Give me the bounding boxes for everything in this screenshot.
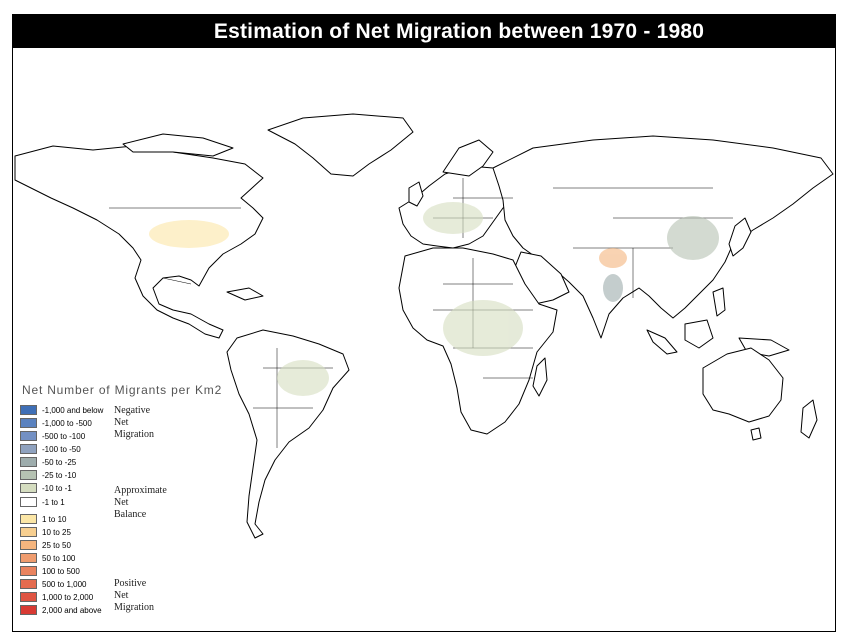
- legend-label: 2,000 and above: [42, 605, 102, 615]
- legend-item: 1 to 10: [20, 513, 66, 525]
- map-title: Estimation of Net Migration between 1970…: [213, 19, 705, 43]
- legend-label: -1,000 and below: [42, 405, 104, 415]
- legend-label: 100 to 500: [42, 566, 80, 576]
- legend-label: 1,000 to 2,000: [42, 592, 94, 602]
- legend-label: 1 to 10: [42, 514, 67, 524]
- legend-swatch: [20, 566, 37, 576]
- legend-swatch: [20, 527, 37, 537]
- world-map: [14, 113, 834, 539]
- legend-label: -10 to -1: [42, 483, 72, 493]
- legend-title: Net Number of Migrants per Km2: [22, 383, 223, 397]
- legend-label: -50 to -25: [42, 457, 77, 467]
- legend-swatch: [20, 405, 37, 415]
- new-zealand: [800, 399, 818, 439]
- legend-swatch: [20, 592, 37, 602]
- legend-swatch: [20, 457, 37, 467]
- group-line: Balance: [114, 509, 147, 520]
- legend-item: -25 to -10: [20, 469, 76, 481]
- group-line: Negative: [114, 405, 151, 416]
- legend-item: -10 to -1: [20, 482, 72, 494]
- legend-item: 1,000 to 2,000: [20, 591, 93, 603]
- legend-item: 2,000 and above: [20, 604, 102, 616]
- greenland: [267, 113, 414, 177]
- tasmania: [750, 427, 762, 441]
- borneo: [684, 319, 714, 349]
- sumatra: [646, 329, 678, 355]
- legend-item: -500 to -100: [20, 430, 85, 442]
- legend-swatch: [20, 470, 37, 480]
- legend-group-balance: Approximate Net Balance: [114, 485, 194, 521]
- legend-label: -1,000 to -500: [42, 418, 92, 428]
- group-line: Net: [114, 497, 129, 508]
- cuba: [226, 287, 264, 301]
- arctic-islands: [122, 133, 234, 157]
- legend-item: 10 to 25: [20, 526, 71, 538]
- legend-swatch: [20, 418, 37, 428]
- japan: [728, 217, 752, 257]
- legend-label: 50 to 100: [42, 553, 76, 563]
- group-line: Approximate: [114, 485, 167, 496]
- group-line: Migration: [114, 429, 154, 440]
- legend-group-positive: Positive Net Migration: [114, 578, 194, 614]
- group-line: Migration: [114, 602, 154, 613]
- legend-swatch: [20, 431, 37, 441]
- british-isles: [408, 181, 424, 207]
- legend-item: -50 to -25: [20, 456, 76, 468]
- legend-swatch: [20, 579, 37, 589]
- legend-swatch: [20, 444, 37, 454]
- australia: [702, 347, 784, 423]
- legend-item: -100 to -50: [20, 443, 81, 455]
- legend-item: 100 to 500: [20, 565, 80, 577]
- legend-item: -1 to 1: [20, 496, 65, 508]
- scandinavia: [442, 139, 494, 177]
- legend-swatch: [20, 514, 37, 524]
- group-line: Positive: [114, 578, 147, 589]
- north-america: [14, 145, 264, 339]
- legend-item: -1,000 to -500: [20, 417, 92, 429]
- legend-item: 25 to 50: [20, 539, 71, 551]
- group-line: Net: [114, 417, 129, 428]
- legend-label: 500 to 1,000: [42, 579, 87, 589]
- legend-label: -100 to -50: [42, 444, 81, 454]
- title-bar: Estimation of Net Migration between 1970…: [13, 15, 835, 48]
- legend-swatch: [20, 497, 37, 507]
- legend-item: 500 to 1,000: [20, 578, 86, 590]
- philippines: [712, 287, 726, 317]
- legend-group-negative: Negative Net Migration: [114, 405, 194, 441]
- legend-label: -500 to -100: [42, 431, 86, 441]
- legend-swatch: [20, 540, 37, 550]
- legend-swatch: [20, 483, 37, 493]
- madagascar: [532, 357, 548, 397]
- legend-label: 25 to 50: [42, 540, 71, 550]
- legend-label: -25 to -10: [42, 470, 77, 480]
- legend-item: -1,000 and below: [20, 404, 103, 416]
- legend-label: -1 to 1: [42, 497, 65, 507]
- legend-item: 50 to 100: [20, 552, 75, 564]
- south-america: [226, 329, 350, 539]
- legend-swatch: [20, 605, 37, 615]
- legend-label: 10 to 25: [42, 527, 71, 537]
- legend-swatch: [20, 553, 37, 563]
- group-line: Net: [114, 590, 129, 601]
